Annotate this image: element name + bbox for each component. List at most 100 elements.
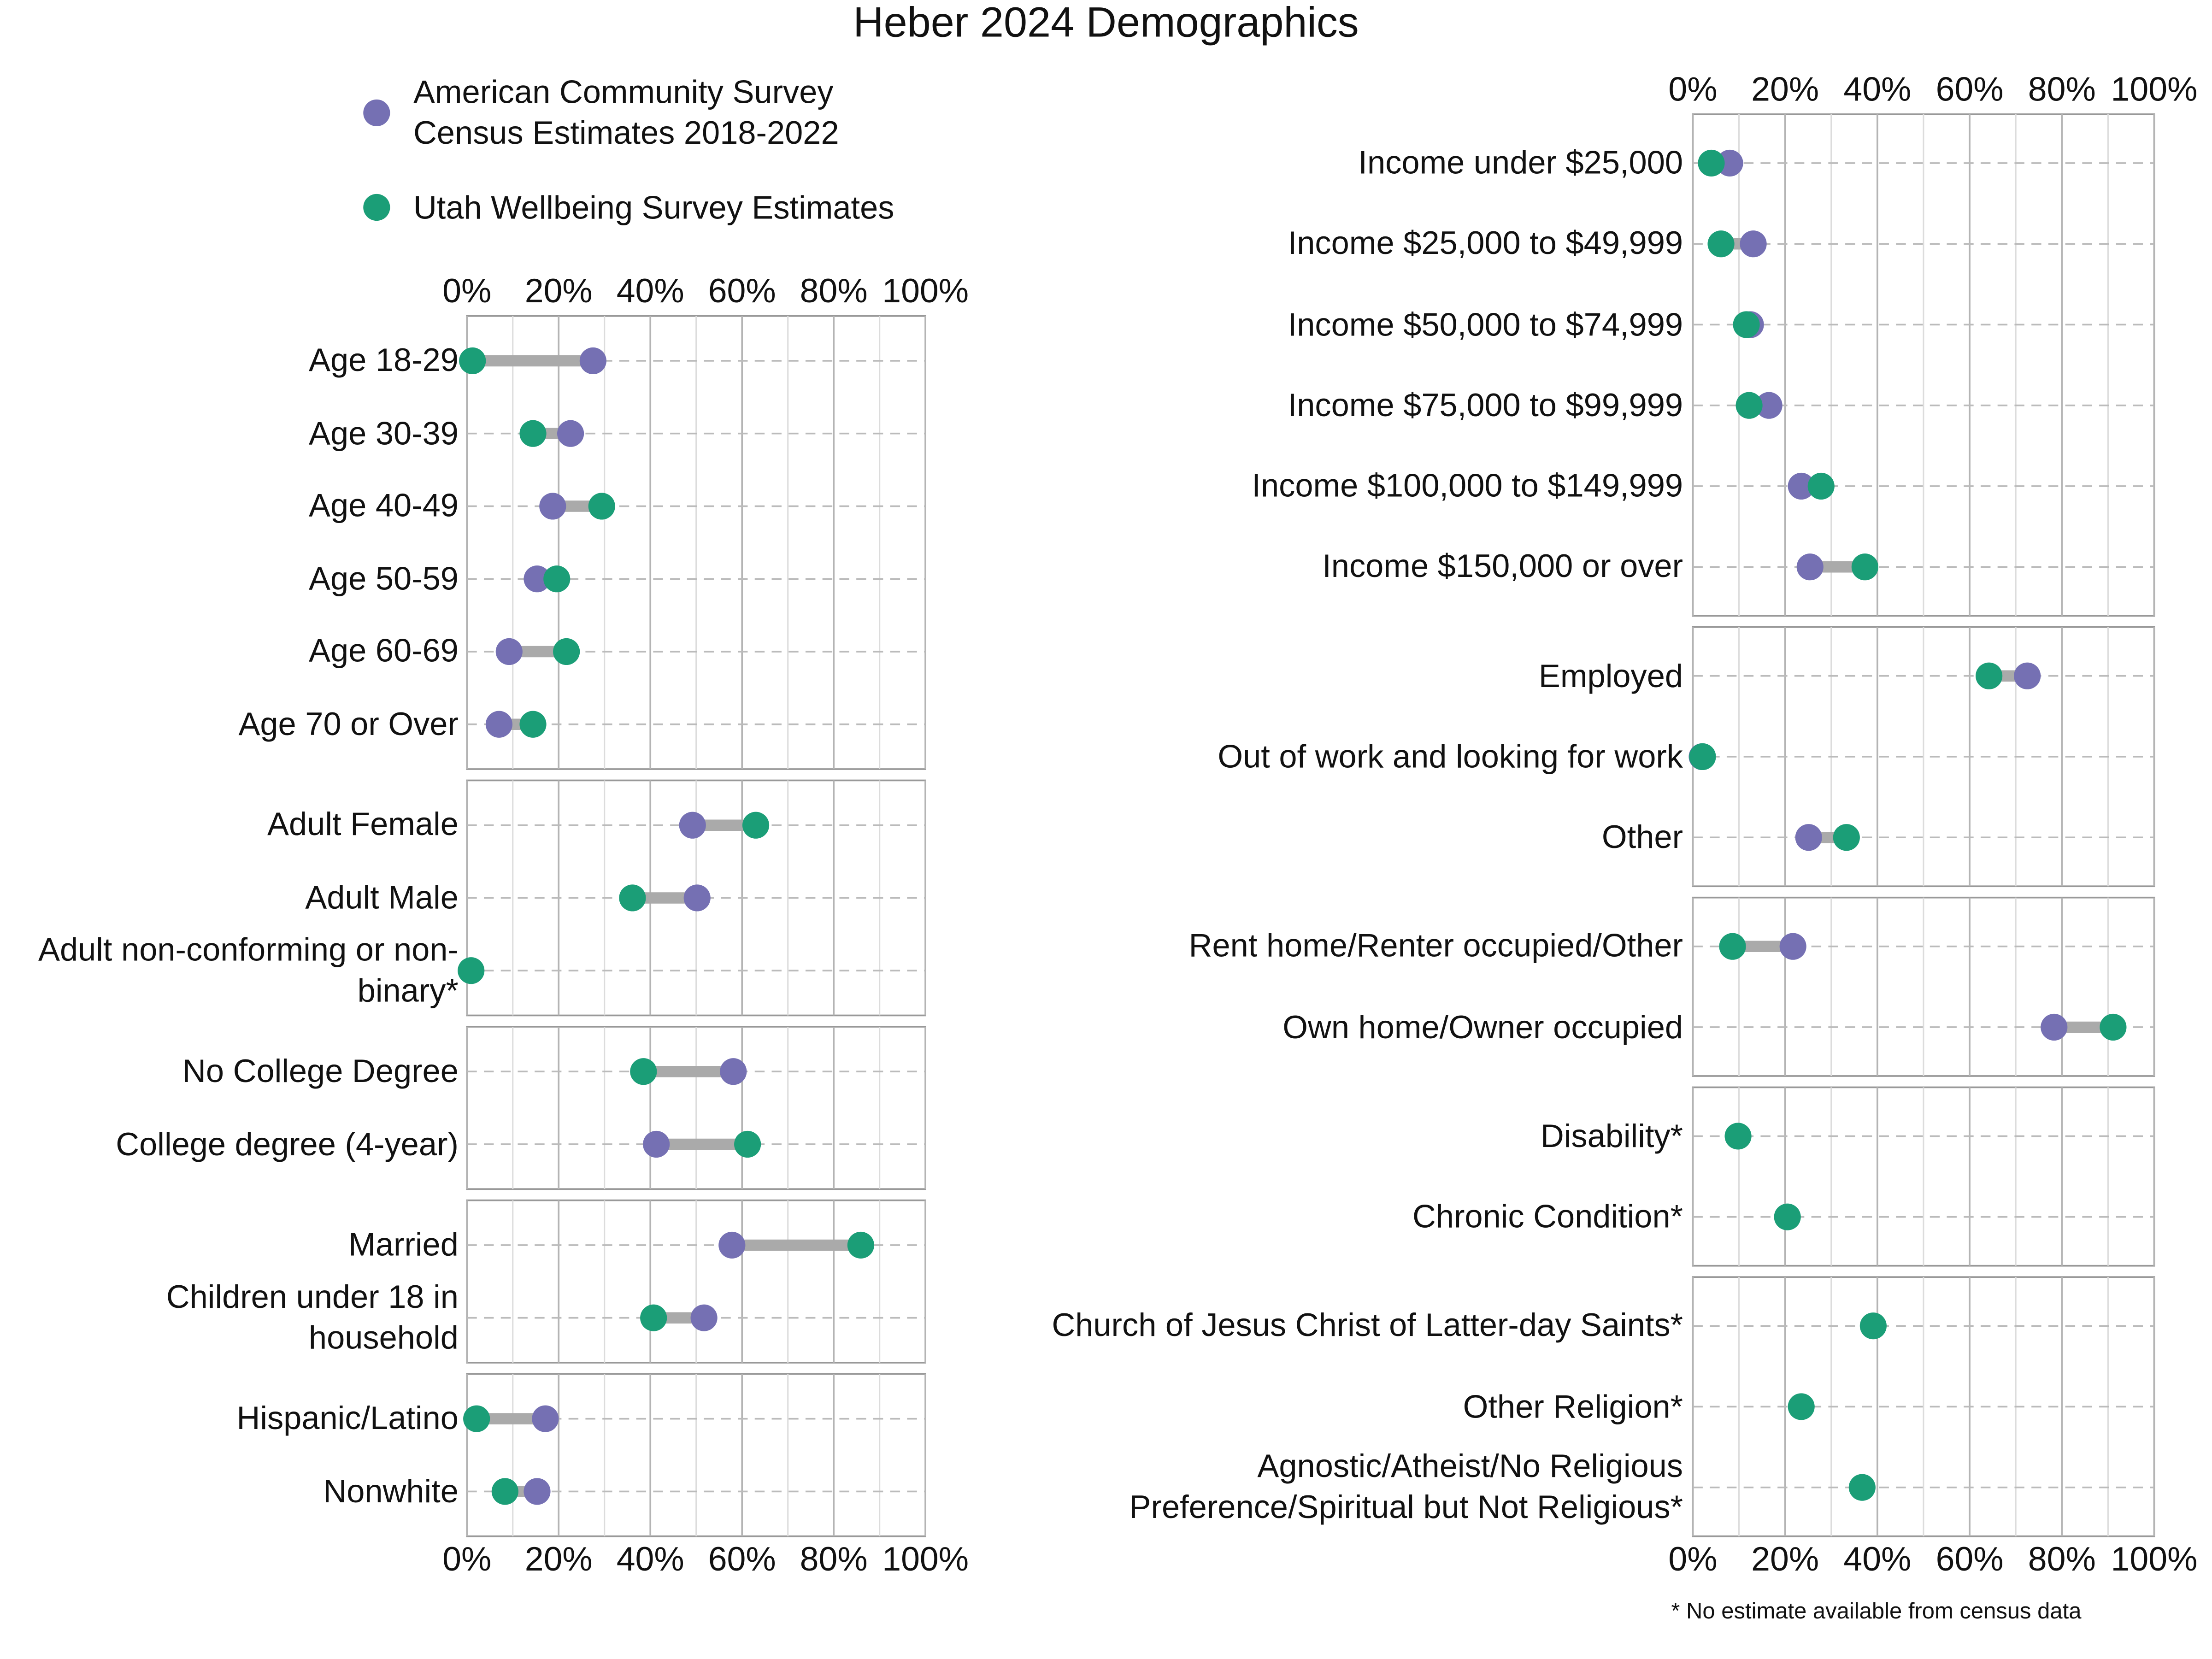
dot (1807, 472, 1835, 500)
legend-label: American Community Survey Census Estimat… (413, 73, 839, 151)
legend-marker (363, 194, 390, 221)
y-tick-label: Age 60-69 (308, 632, 459, 670)
y-tick-label: Rent home/Renter occupied/Other (1188, 927, 1683, 964)
y-tick-label: Age 18-29 (308, 341, 459, 379)
panel (459, 315, 926, 770)
panel (466, 1026, 926, 1190)
x-tick-label: 60% (1936, 70, 2004, 108)
y-tick-label: Chronic Condition* (1412, 1198, 1683, 1235)
dot (557, 420, 584, 447)
dot (2100, 1013, 2127, 1041)
dot (1733, 311, 1760, 338)
y-tick-label-box: Nonwhite (323, 1472, 459, 1509)
dot (495, 638, 523, 665)
x-tick-label: 80% (2028, 1540, 2096, 1578)
y-tick-label-box: Income under $25,000 (1358, 144, 1683, 181)
dot (847, 1231, 874, 1259)
legend-label: Utah Wellbeing Survey Estimates (413, 188, 894, 225)
y-tick-label: Married (348, 1226, 459, 1263)
dot (539, 493, 566, 520)
x-tick-label: 0% (1668, 1540, 1717, 1578)
dot (459, 347, 486, 375)
dot (588, 493, 615, 520)
x-tick-label: 20% (525, 1540, 593, 1578)
dot (579, 347, 606, 375)
y-tick-label-box: Church of Jesus Christ of Latter-day Sai… (1052, 1307, 1683, 1344)
dot (690, 1304, 718, 1331)
x-tick-label: 40% (617, 271, 684, 310)
dot (1716, 149, 1743, 177)
dot (524, 1478, 551, 1505)
dot (1735, 392, 1763, 419)
y-tick-label: Income $75,000 to $99,999 (1288, 386, 1683, 423)
x-tick-label: 20% (1751, 1540, 1819, 1578)
x-tick-label: 20% (525, 271, 593, 310)
dot (524, 565, 551, 593)
x-tick-label: 40% (1843, 1540, 1911, 1578)
y-tick-label-box: Other (1601, 818, 1683, 855)
panel (1692, 1276, 2155, 1537)
y-tick-label-box: Age 40-49 (309, 487, 459, 524)
dot (643, 1130, 670, 1158)
y-tick-label: Other Religion* (1463, 1388, 1683, 1424)
y-tick-label-box: Out of work and looking for work (1218, 737, 1683, 775)
y-tick-label: Income $25,000 to $49,999 (1288, 224, 1683, 262)
dot (683, 884, 711, 912)
y-tick-label: Age 50-59 (308, 559, 459, 597)
y-tick-label-box: Income $75,000 to $99,999 (1288, 386, 1683, 423)
y-tick-label: Nonwhite (323, 1472, 459, 1509)
x-tick-label: 20% (1751, 70, 1819, 108)
y-tick-label-box: Age 18-29 (308, 341, 459, 379)
y-tick-label-box: Children under 18 in household (166, 1278, 459, 1356)
panel (463, 1373, 926, 1537)
dot (1774, 1203, 1801, 1230)
y-tick-label: College degree (4-year) (116, 1125, 459, 1162)
y-tick-label: Income under $25,000 (1358, 144, 1683, 181)
y-tick-label: Other (1601, 818, 1683, 855)
y-tick-label-box: Employed (1539, 657, 1683, 694)
y-tick-label-box: Adult Male (305, 879, 459, 916)
y-tick-label: Agnostic/Atheist/No Religious Preference… (1129, 1447, 1683, 1526)
dot (532, 1405, 559, 1432)
y-tick-label-box: No College Degree (182, 1053, 459, 1089)
y-tick-label-box: Agnostic/Atheist/No Religious Preference… (1129, 1447, 1683, 1526)
dot (519, 420, 547, 447)
x-tick-label: 80% (2028, 70, 2096, 108)
x-tick-label: 80% (800, 271, 868, 310)
y-tick-label-box: Age 50-59 (308, 559, 459, 597)
y-tick-label-box: Age 30-39 (309, 414, 459, 451)
y-tick-label: Out of work and looking for work (1218, 737, 1683, 775)
y-tick-label-box: Own home/Owner occupied (1282, 1008, 1683, 1045)
dot (1724, 1123, 1752, 1150)
x-tick-label: 100% (882, 271, 969, 310)
y-tick-label: Own home/Owner occupied (1282, 1008, 1683, 1045)
dot (1976, 662, 2003, 689)
y-tick-label: Adult Male (305, 879, 459, 916)
dot (718, 1231, 746, 1259)
panel (458, 779, 926, 1017)
legend-label-box: American Community Survey Census Estimat… (413, 73, 839, 151)
dot (543, 565, 571, 593)
dot (2014, 662, 2041, 689)
y-tick-label-box: Income $50,000 to $74,999 (1288, 306, 1683, 342)
x-tick-label: 80% (800, 1540, 868, 1578)
dot (1779, 933, 1806, 960)
dot (458, 957, 485, 984)
panel (466, 1199, 926, 1364)
chart-title: Heber 2024 Demographics (853, 0, 1359, 46)
y-tick-label-box: Chronic Condition* (1412, 1198, 1683, 1235)
y-tick-label-box: Age 70 or Over (238, 705, 458, 742)
x-tick-label: 0% (442, 1540, 491, 1578)
dot (720, 1058, 747, 1085)
legend-marker (363, 99, 390, 126)
dot (1719, 933, 1746, 960)
x-tick-label: 100% (2111, 1540, 2198, 1578)
panel (1692, 113, 2155, 617)
y-tick-label: Disability* (1540, 1117, 1683, 1154)
x-tick-label: 60% (1936, 1540, 2004, 1578)
dot (679, 812, 706, 839)
y-tick-label: Children under 18 in household (166, 1278, 459, 1356)
panel (1692, 1086, 2155, 1267)
y-tick-label-box: Income $100,000 to $149,999 (1252, 467, 1683, 504)
